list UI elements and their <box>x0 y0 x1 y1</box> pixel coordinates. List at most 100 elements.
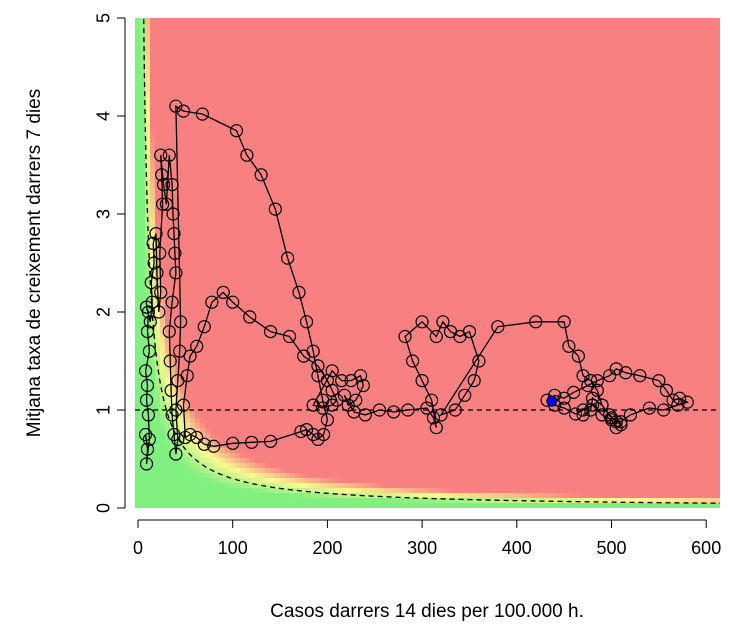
risk-cell <box>310 198 316 204</box>
risk-cell <box>260 53 266 59</box>
risk-cell <box>340 233 346 239</box>
risk-cell <box>285 133 291 139</box>
risk-cell <box>310 273 316 279</box>
risk-cell <box>165 23 171 29</box>
risk-cell <box>215 38 221 44</box>
risk-cell <box>240 433 246 439</box>
risk-cell <box>145 183 151 189</box>
risk-cell <box>140 53 146 59</box>
risk-cell <box>210 98 216 104</box>
risk-cell <box>260 153 266 159</box>
risk-cell <box>310 313 316 319</box>
risk-cell <box>330 498 336 504</box>
risk-cell <box>175 368 181 374</box>
risk-cell <box>365 343 371 349</box>
risk-cell <box>180 208 186 214</box>
risk-cell <box>260 33 266 39</box>
risk-cell <box>310 23 316 29</box>
risk-cell <box>320 233 326 239</box>
risk-cell <box>285 268 291 274</box>
risk-cell <box>235 258 241 264</box>
risk-cell <box>200 398 206 404</box>
risk-cell <box>215 158 221 164</box>
risk-cell <box>205 118 211 124</box>
risk-cell <box>260 208 266 214</box>
risk-cell <box>135 373 141 379</box>
risk-cell <box>330 208 336 214</box>
risk-cell <box>265 183 271 189</box>
risk-cell <box>200 103 206 109</box>
risk-cell <box>345 38 351 44</box>
risk-cell <box>165 438 171 444</box>
risk-cell <box>155 143 161 149</box>
risk-cell <box>250 498 256 504</box>
risk-cell <box>170 78 176 84</box>
risk-cell <box>180 98 186 104</box>
risk-cell <box>325 113 331 119</box>
risk-cell <box>165 343 171 349</box>
risk-cell <box>350 378 356 384</box>
risk-cell <box>370 483 376 489</box>
risk-cell <box>330 48 336 54</box>
risk-cell <box>195 433 201 439</box>
risk-cell <box>300 48 306 54</box>
risk-cell <box>340 473 346 479</box>
risk-cell <box>315 53 321 59</box>
risk-cell <box>160 238 166 244</box>
risk-cell <box>245 43 251 49</box>
risk-cell <box>365 228 371 234</box>
risk-cell <box>215 303 221 309</box>
risk-cell <box>375 93 381 99</box>
risk-cell <box>190 33 196 39</box>
risk-cell <box>250 178 256 184</box>
risk-cell <box>165 398 171 404</box>
risk-cell <box>290 408 296 414</box>
risk-cell <box>325 478 331 484</box>
risk-cell <box>375 153 381 159</box>
risk-cell <box>365 373 371 379</box>
risk-cell <box>355 143 361 149</box>
risk-cell <box>135 438 141 444</box>
risk-cell <box>190 438 196 444</box>
risk-cell <box>225 238 231 244</box>
risk-cell <box>160 248 166 254</box>
risk-cell <box>300 193 306 199</box>
risk-cell <box>225 113 231 119</box>
risk-cell <box>140 213 146 219</box>
risk-cell <box>375 223 381 229</box>
risk-cell <box>325 433 331 439</box>
risk-cell <box>285 213 291 219</box>
risk-cell <box>335 328 341 334</box>
risk-cell <box>305 258 311 264</box>
risk-cell <box>255 93 261 99</box>
risk-cell <box>140 453 146 459</box>
risk-cell <box>285 148 291 154</box>
risk-cell <box>370 373 376 379</box>
risk-cell <box>215 123 221 129</box>
risk-cell <box>380 198 386 204</box>
risk-cell <box>235 118 241 124</box>
risk-cell <box>180 363 186 369</box>
risk-cell <box>350 348 356 354</box>
risk-cell <box>200 163 206 169</box>
risk-cell <box>380 173 386 179</box>
risk-cell <box>320 363 326 369</box>
risk-cell <box>180 498 186 504</box>
risk-cell <box>165 298 171 304</box>
risk-cell <box>175 228 181 234</box>
risk-cell <box>340 423 346 429</box>
risk-cell <box>355 128 361 134</box>
risk-cell <box>145 38 151 44</box>
risk-cell <box>140 38 146 44</box>
risk-cell <box>260 373 266 379</box>
risk-cell <box>190 138 196 144</box>
risk-cell <box>195 248 201 254</box>
risk-cell <box>270 488 276 494</box>
risk-cell <box>300 78 306 84</box>
risk-cell <box>355 363 361 369</box>
risk-cell <box>265 173 271 179</box>
risk-cell <box>335 233 341 239</box>
risk-cell <box>245 23 251 29</box>
risk-cell <box>225 83 231 89</box>
risk-cell <box>155 33 161 39</box>
